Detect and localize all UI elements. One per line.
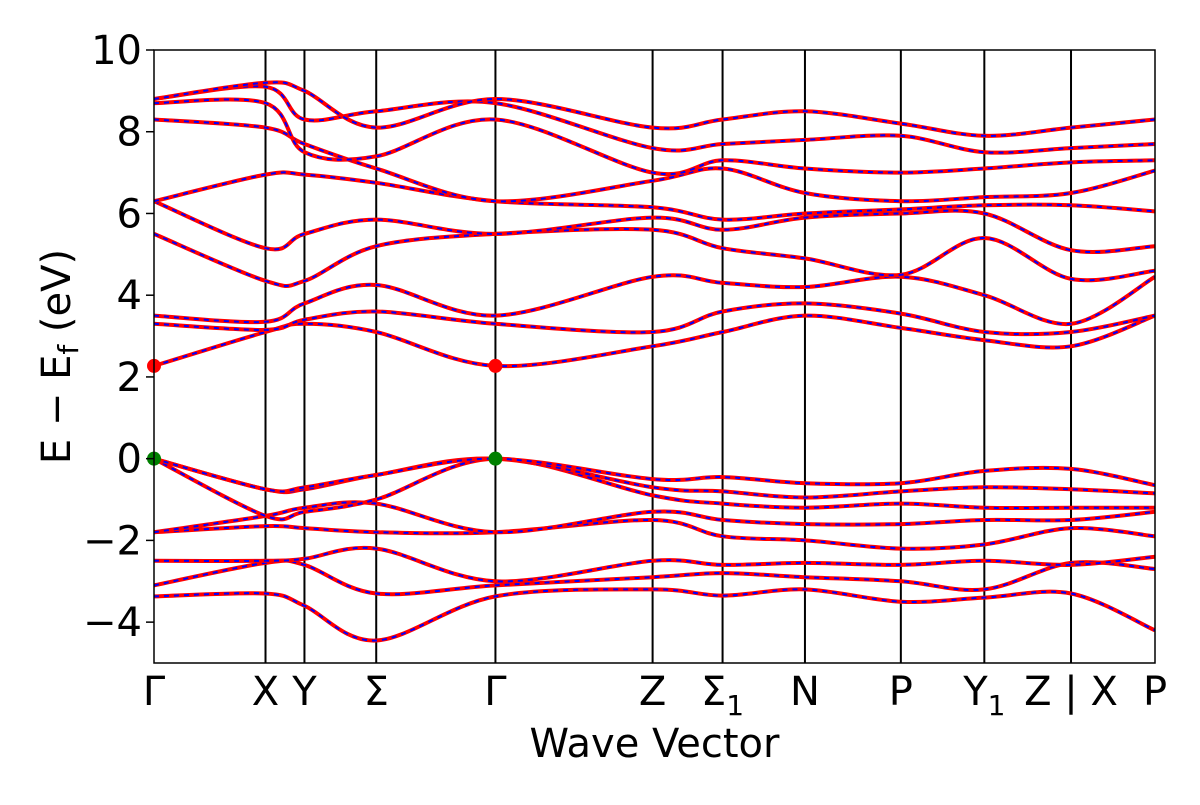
band-line-overlay [154,171,1155,221]
y-tick-label: 8 [117,110,142,156]
band-line-overlay [154,588,1155,642]
x-tick-label: P [889,669,913,715]
band-line-overlay [154,200,1155,253]
y-tick-label: 4 [117,273,142,319]
band-line-overlay [154,518,1155,550]
band-line [154,273,1155,326]
band-line-overlay [154,559,1155,596]
y-tick-label: −4 [83,600,142,646]
y-tick-label: −2 [83,518,142,564]
x-tick-label: P [1143,669,1167,715]
band-lines [154,80,1155,643]
band-line [154,97,1155,176]
y-axis-label: E − Ef (eV) [34,249,85,464]
highlight-point [488,358,503,373]
plot-frame [153,49,1156,664]
x-tick-label: Γ [143,669,166,715]
x-tick-label: Y1 [962,669,1005,722]
y-axis-label-sub: f [52,344,85,355]
band-line-overlay [154,302,1155,336]
high-symmetry-lines [264,50,1073,663]
band-line-overlay [154,546,1155,583]
x-tick-label: Γ [484,669,507,715]
x-tick-label: N [790,669,820,715]
y-tick-label: 0 [117,437,142,483]
band-line-overlay [154,85,1155,154]
y-axis-label-tail: (eV) [34,249,80,345]
band-line-overlay [154,81,1155,137]
x-tick-label: Σ [364,669,389,715]
band-line [154,456,1155,494]
band-line-overlay [154,118,1155,203]
highlight-point [488,451,503,466]
y-tick-label: 10 [91,28,142,74]
y-axis-label-main: E − E [34,355,80,465]
band-line-overlay [154,501,1155,534]
x-tick-label: Z | X [1024,669,1118,715]
x-tick-label: Z [639,669,666,715]
band-line-overlay [154,314,1155,368]
x-axis-ticks: Γ X Y Σ Γ Z Σ1 N P Y1 Z | X P [143,669,1167,722]
y-tick-label: 2 [117,355,142,401]
y-tick-label: 6 [117,191,142,237]
band-line-overlay [154,457,1155,521]
x-tick-label: Y [291,669,317,715]
y-axis-ticks: −4 −2 0 2 4 6 8 10 [83,28,154,646]
x-tick-label: X [252,669,279,715]
x-tick-label: Σ1 [701,669,744,722]
x-axis-label: Wave Vector [530,721,781,767]
band-line-overlay [154,228,1155,287]
highlight-points [147,358,503,466]
